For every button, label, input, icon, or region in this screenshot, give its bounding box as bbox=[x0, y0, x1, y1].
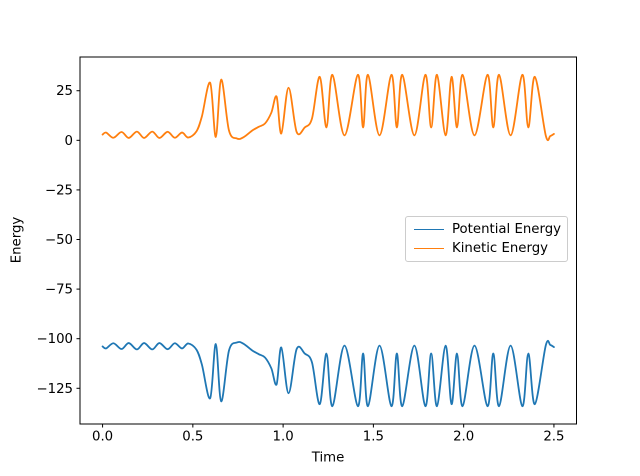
x-tick-label: 0.5 bbox=[182, 430, 203, 445]
x-tick-label: 2.0 bbox=[453, 430, 474, 445]
kinetic-energy-line bbox=[101, 73, 555, 142]
y-tick-label: 0 bbox=[65, 134, 73, 149]
x-tick-label: 0.0 bbox=[92, 430, 113, 445]
legend-item-potential-energy: Potential Energy bbox=[414, 222, 562, 238]
y-tick-label: −75 bbox=[45, 283, 73, 298]
legend: Potential Energy Kinetic Energy bbox=[405, 216, 568, 262]
y-tick-label: −100 bbox=[36, 332, 73, 347]
x-tick-label: 1.5 bbox=[363, 430, 384, 445]
x-tick-label: 2.5 bbox=[543, 430, 564, 445]
legend-label-potential-energy: Potential Energy bbox=[452, 222, 562, 238]
x-axis-label: Time bbox=[311, 450, 345, 466]
legend-line-sample-kinetic-energy bbox=[414, 247, 444, 249]
y-tick-label: 25 bbox=[56, 84, 73, 99]
legend-item-kinetic-energy: Kinetic Energy bbox=[414, 241, 559, 256]
y-tick-label: −50 bbox=[45, 233, 73, 248]
y-tick-label: −125 bbox=[36, 382, 73, 397]
y-tick-label: −25 bbox=[45, 183, 73, 198]
x-tick-label: 1.0 bbox=[273, 430, 294, 445]
y-axis-label: Energy bbox=[9, 216, 25, 264]
legend-line-sample-potential-energy bbox=[414, 229, 444, 231]
potential-energy-line bbox=[101, 339, 555, 408]
plot-frame bbox=[79, 56, 577, 425]
legend-label-kinetic-energy: Kinetic Energy bbox=[452, 240, 549, 256]
